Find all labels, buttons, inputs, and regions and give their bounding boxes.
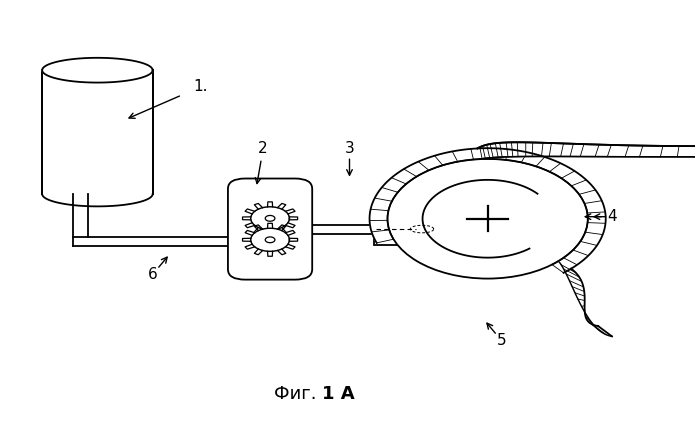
Text: 3: 3 (345, 141, 354, 156)
Text: 2: 2 (259, 141, 268, 156)
Text: Фиг.: Фиг. (273, 385, 322, 403)
Polygon shape (251, 228, 289, 251)
Text: 4: 4 (607, 209, 617, 224)
Polygon shape (409, 213, 433, 245)
Bar (374, 213, 409, 245)
Circle shape (387, 159, 588, 279)
Polygon shape (559, 261, 612, 336)
Polygon shape (42, 58, 152, 83)
Text: 1.: 1. (194, 79, 208, 94)
Text: 6: 6 (147, 267, 157, 282)
Polygon shape (477, 142, 699, 159)
Polygon shape (251, 207, 289, 230)
Polygon shape (370, 148, 606, 273)
FancyBboxPatch shape (228, 179, 312, 280)
Polygon shape (73, 194, 89, 237)
Text: 1 А: 1 А (322, 385, 354, 403)
Text: 5: 5 (496, 333, 506, 348)
Bar (42, 70, 152, 194)
